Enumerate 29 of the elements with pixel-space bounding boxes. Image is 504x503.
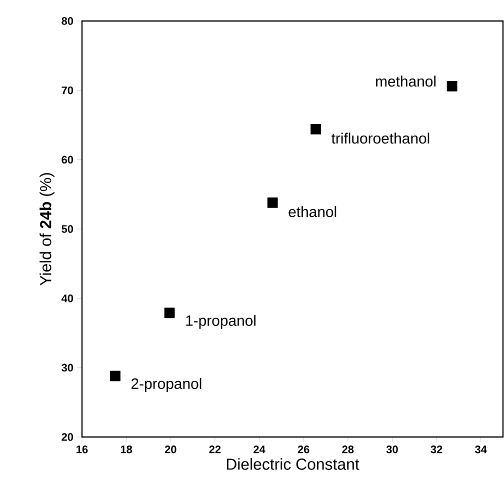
- point: [164, 308, 175, 318]
- point: [267, 197, 278, 208]
- x-tick-label: 32: [430, 446, 442, 454]
- annotation: 1-propanol: [186, 314, 256, 329]
- point: [310, 124, 321, 134]
- y-axis-title: Yield of 24b (%): [40, 173, 54, 286]
- annotation: 2-propanol: [132, 378, 202, 392]
- x-tick-label: 28: [342, 446, 354, 454]
- point: [110, 370, 120, 382]
- x-tick-label: 22: [209, 446, 221, 454]
- annotation: methanol: [376, 76, 436, 87]
- x-tick-label: 34: [475, 446, 487, 454]
- y-tick-label: 20: [62, 433, 74, 441]
- x-tick-label: 26: [298, 446, 310, 454]
- y-tick-label: 60: [62, 156, 74, 164]
- y-tick-label: 50: [62, 225, 74, 233]
- y-tick-label: 30: [62, 364, 74, 372]
- x-tick-label: 18: [120, 446, 132, 454]
- annotation: ethanol: [288, 206, 336, 218]
- x-tick-label: 30: [386, 446, 398, 454]
- x-tick-label: 20: [164, 446, 176, 454]
- annotation: trifluoroethanol: [332, 132, 430, 144]
- y-tick-label: 80: [62, 17, 74, 25]
- x-tick-label: 16: [76, 446, 88, 454]
- y-tick-label: 70: [62, 86, 74, 94]
- x-axis-title: Dielectric Constant: [226, 458, 360, 470]
- point: [446, 80, 458, 92]
- y-tick-label: 40: [61, 294, 74, 302]
- x-tick-label: 24: [254, 446, 266, 454]
